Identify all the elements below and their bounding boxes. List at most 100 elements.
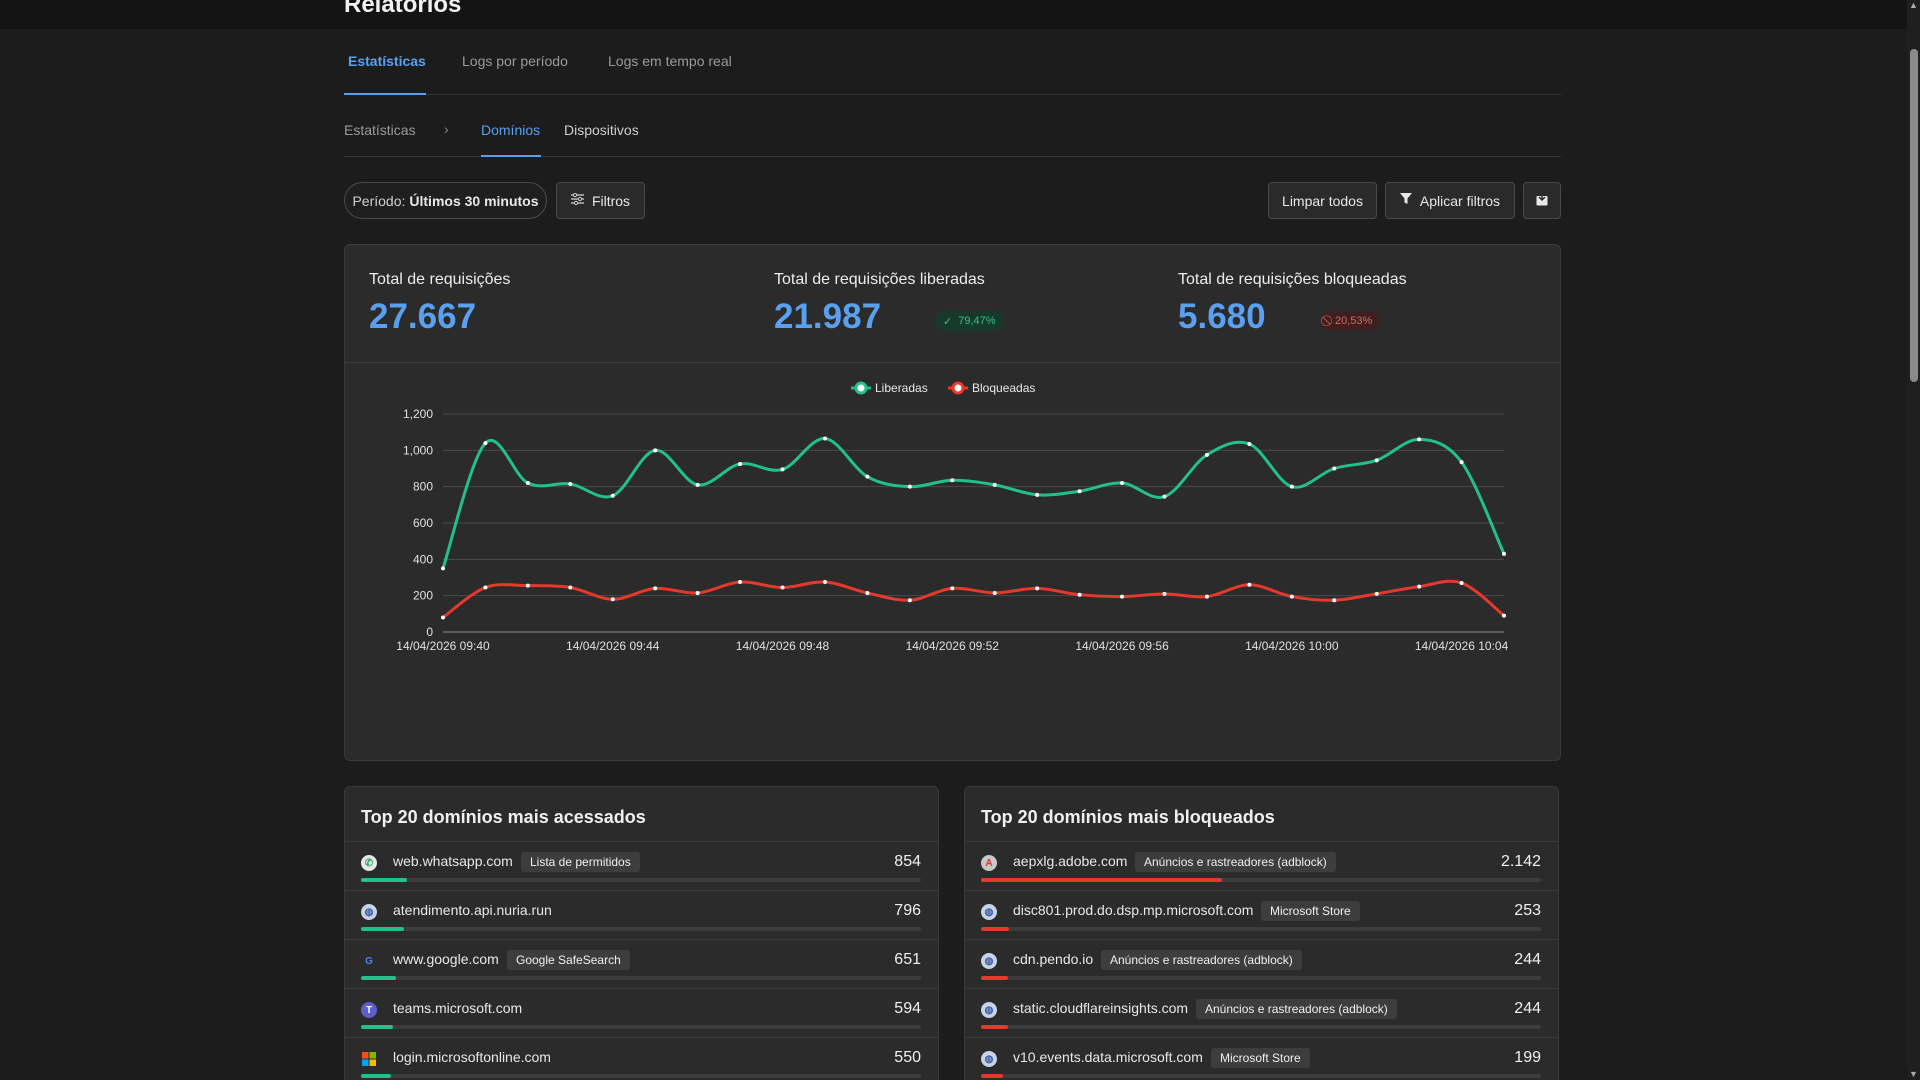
stat-blocked: Total de requisições bloqueadas 5.680 (1178, 271, 1407, 337)
data-point-liberadas (1077, 489, 1082, 494)
y-tick-label: 600 (413, 516, 433, 530)
card-header-divider (345, 841, 938, 842)
page-scrollbar[interactable]: ▲ ▼ (1907, 0, 1920, 1080)
stat-total-label: Total de requisições (369, 271, 511, 288)
data-point-bloqueadas (1332, 598, 1337, 603)
x-tick-label: 14/04/2026 09:40 (396, 639, 490, 653)
scrollbar-thumb[interactable] (1910, 49, 1918, 382)
category-tag: Lista de permitidos (521, 852, 640, 872)
share-bar-fill (361, 1074, 391, 1078)
data-point-bloqueadas (568, 585, 573, 590)
list-item[interactable]: ◍ atendimento.api.nuria.run 796 (345, 891, 938, 940)
subtab-dominios[interactable]: Domínios (481, 122, 541, 138)
x-tick-label: 14/04/2026 10:00 (1245, 639, 1339, 653)
domain-name: cdn.pendo.io (1013, 951, 1094, 967)
list-item[interactable]: ✆ web.whatsapp.com Lista de permitidos 854 (345, 842, 938, 891)
request-count: 550 (894, 1049, 921, 1066)
apply-filters-button[interactable]: Aplicar filtros (1385, 182, 1515, 219)
share-bar-fill (361, 878, 407, 882)
data-point-liberadas (1417, 437, 1422, 442)
filter-bar: Período: Últimos 30 minutos Filtros Limp… (344, 157, 1561, 245)
globe-icon: ◍ (981, 1002, 997, 1018)
top-accessed-card: Top 20 domínios mais acessados ✆ web.what… (344, 786, 939, 1080)
breadcrumb-estatisticas[interactable]: Estatísticas (344, 122, 416, 138)
share-bar-fill (981, 976, 1009, 980)
subtab-dispositivos[interactable]: Dispositivos (564, 122, 639, 138)
data-point-liberadas (1204, 452, 1209, 457)
stat-total: Total de requisições 27.667 (369, 271, 510, 337)
domain-name: login.microsoftonline.com (393, 1049, 551, 1065)
top-blocked-title: Top 20 domínios mais bloqueados (981, 807, 1275, 827)
tab-logs-em-tempo-real[interactable]: Logs em tempo real (608, 53, 732, 69)
data-point-liberadas (1247, 441, 1252, 446)
share-bar-fill (981, 878, 1222, 882)
category-tag: Anúncios e rastreadores (adblock) (1101, 950, 1302, 970)
data-point-liberadas (483, 441, 488, 446)
globe-icon: ◍ (361, 904, 377, 920)
tab-estatisticas[interactable]: Estatísticas (348, 53, 426, 69)
share-bar-track (981, 878, 1541, 882)
data-point-liberadas (1459, 460, 1464, 465)
clear-all-button[interactable]: Limpar todos (1268, 182, 1377, 219)
data-point-bloqueadas (1204, 594, 1209, 599)
category-tag: Anúncios e rastreadores (adblock) (1196, 999, 1397, 1019)
request-count: 796 (894, 902, 921, 919)
domain-name: www.google.com (393, 951, 499, 967)
card-header-divider (965, 841, 1558, 842)
data-point-liberadas (1374, 458, 1379, 463)
data-point-bloqueadas (653, 586, 658, 591)
data-point-bloqueadas (1374, 591, 1379, 596)
list-item[interactable]: ◍ cdn.pendo.io Anúncios e rastreadores (ad… (965, 940, 1558, 989)
teams-icon: T (361, 1002, 377, 1018)
list-item[interactable]: ◍ disc801.prod.do.dsp.mp.microsoft.com Mic… (965, 891, 1558, 940)
x-tick-label: 14/04/2026 09:44 (566, 639, 660, 653)
data-point-bloqueadas (483, 585, 488, 590)
data-point-liberadas (653, 448, 658, 453)
share-bar-track (361, 976, 921, 980)
allowed-percent-badge: ✓ 79,47% (935, 311, 1004, 331)
tab-logs-por-periodo[interactable]: Logs por período (462, 53, 568, 69)
data-point-bloqueadas (865, 590, 870, 595)
data-point-liberadas (780, 467, 785, 472)
filters-button-label: Filtros (591, 192, 631, 209)
filters-button[interactable]: Filtros (556, 182, 645, 219)
stat-blocked-value: 5.680 (1178, 297, 1266, 336)
data-point-liberadas (568, 481, 573, 486)
scroll-up-arrow-icon[interactable]: ▲ (1909, 0, 1918, 10)
share-bar-track (361, 1074, 921, 1078)
data-point-bloqueadas (738, 580, 743, 585)
stat-allowed-value: 21.987 (774, 297, 882, 336)
apply-filters-label: Aplicar filtros (1419, 192, 1501, 209)
data-point-bloqueadas (907, 598, 912, 603)
stat-allowed-label: Total de requisições liberadas (774, 271, 985, 288)
domain-name: aepxlg.adobe.com (1013, 853, 1128, 869)
top-bar: Relatórios (0, 0, 1907, 29)
data-point-liberadas (992, 482, 997, 487)
active-subtab-indicator (481, 155, 541, 157)
list-item[interactable]: login.microsoftonline.com 550 (345, 1038, 938, 1080)
list-item[interactable]: ◍ v10.events.data.microsoft.com Microsoft … (965, 1038, 1558, 1080)
y-tick-label: 400 (413, 552, 433, 566)
data-point-liberadas (950, 478, 955, 483)
stat-blocked-label: Total de requisições bloqueadas (1178, 271, 1407, 288)
export-icon (1536, 192, 1548, 209)
scroll-down-arrow-icon[interactable]: ▼ (1909, 1069, 1918, 1079)
share-bar-fill (981, 1025, 1009, 1029)
export-button[interactable] (1523, 182, 1561, 219)
category-tag: Anúncios e rastreadores (adblock) (1135, 852, 1336, 872)
data-point-bloqueadas (1077, 592, 1082, 597)
data-point-bloqueadas (695, 590, 700, 595)
list-item[interactable]: ◍ static.cloudflareinsights.com Anúncios e… (965, 989, 1558, 1038)
period-selector[interactable]: Período: Últimos 30 minutos (344, 182, 547, 219)
share-bar-track (981, 1025, 1541, 1029)
stat-allowed: Total de requisições liberadas 21.987 (774, 271, 985, 337)
request-count: 651 (894, 951, 921, 968)
data-point-bloqueadas (1162, 591, 1167, 596)
share-bar-track (361, 1025, 921, 1029)
share-bar-fill (361, 1025, 393, 1029)
data-point-bloqueadas (780, 585, 785, 590)
